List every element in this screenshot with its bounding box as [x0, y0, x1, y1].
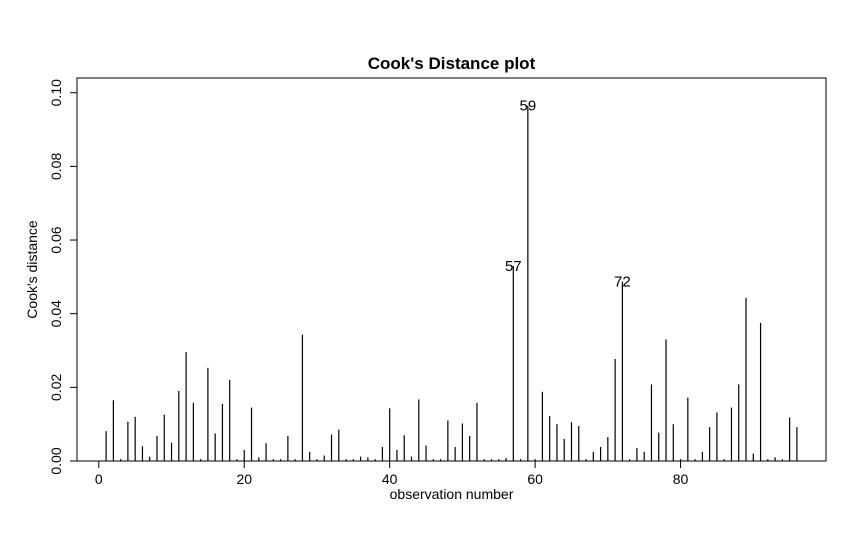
y-axis-label: Cook's distance — [24, 220, 40, 319]
x-tick-label: 0 — [95, 471, 103, 487]
plot-frame — [76, 77, 827, 462]
bars-group — [105, 105, 798, 461]
y-axis: 0.00 0.02 0.04 0.06 0.08 0.10 — [48, 79, 78, 475]
y-tick-label: 0.02 — [48, 374, 64, 401]
x-axis-label: observation number — [390, 486, 514, 502]
y-tick-label: 0.00 — [48, 447, 64, 474]
chart-title: Cook's Distance plot — [368, 54, 536, 73]
x-tick-label: 60 — [527, 471, 543, 487]
x-tick-label: 80 — [673, 471, 689, 487]
x-tick-label: 20 — [236, 471, 252, 487]
annotations-group: 57 59 72 — [505, 98, 631, 291]
y-tick-label: 0.10 — [48, 79, 64, 106]
y-tick-label: 0.08 — [48, 153, 64, 180]
annotation-57: 57 — [505, 258, 522, 275]
x-axis: 0 20 40 60 80 — [95, 460, 689, 487]
x-tick-label: 40 — [382, 471, 398, 487]
y-tick-label: 0.04 — [48, 300, 64, 327]
annotation-59: 59 — [520, 98, 537, 115]
y-tick-label: 0.06 — [48, 226, 64, 253]
annotation-72: 72 — [614, 274, 631, 291]
